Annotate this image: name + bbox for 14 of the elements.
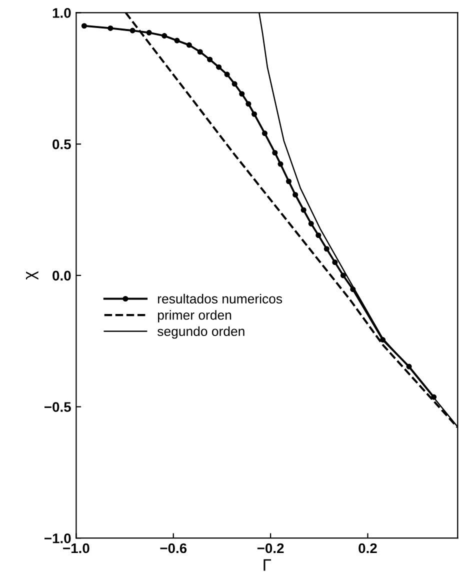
y-tick-label: −0.5 [44,402,71,412]
x-tick-label: −0.2 [257,543,284,554]
y-tick-label: 0.0 [52,270,71,281]
legend-label: primer orden [158,310,232,322]
legend-label: segundo orden [158,326,244,339]
x-tick-label: 0.2 [358,543,377,554]
y-tick-label: 1.0 [52,8,71,18]
x-tick-label: −0.6 [160,543,187,554]
x-tick-label: −1.0 [63,543,90,554]
x-axis-title: Γ [264,559,272,571]
y-tick-label: 0.5 [52,139,71,150]
y-tick-label: −1.0 [44,533,71,544]
y-axis-title: χ [26,271,38,280]
legend-label: resultados numericos [158,294,282,304]
